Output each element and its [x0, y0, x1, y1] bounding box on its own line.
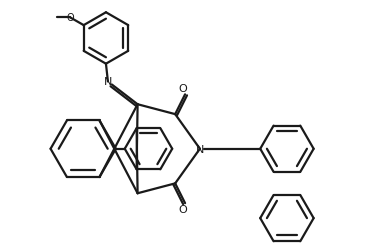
Text: N: N	[104, 77, 112, 87]
Text: O: O	[179, 84, 187, 94]
Text: O: O	[179, 204, 187, 214]
Text: O: O	[66, 13, 74, 23]
Text: N: N	[196, 144, 204, 154]
